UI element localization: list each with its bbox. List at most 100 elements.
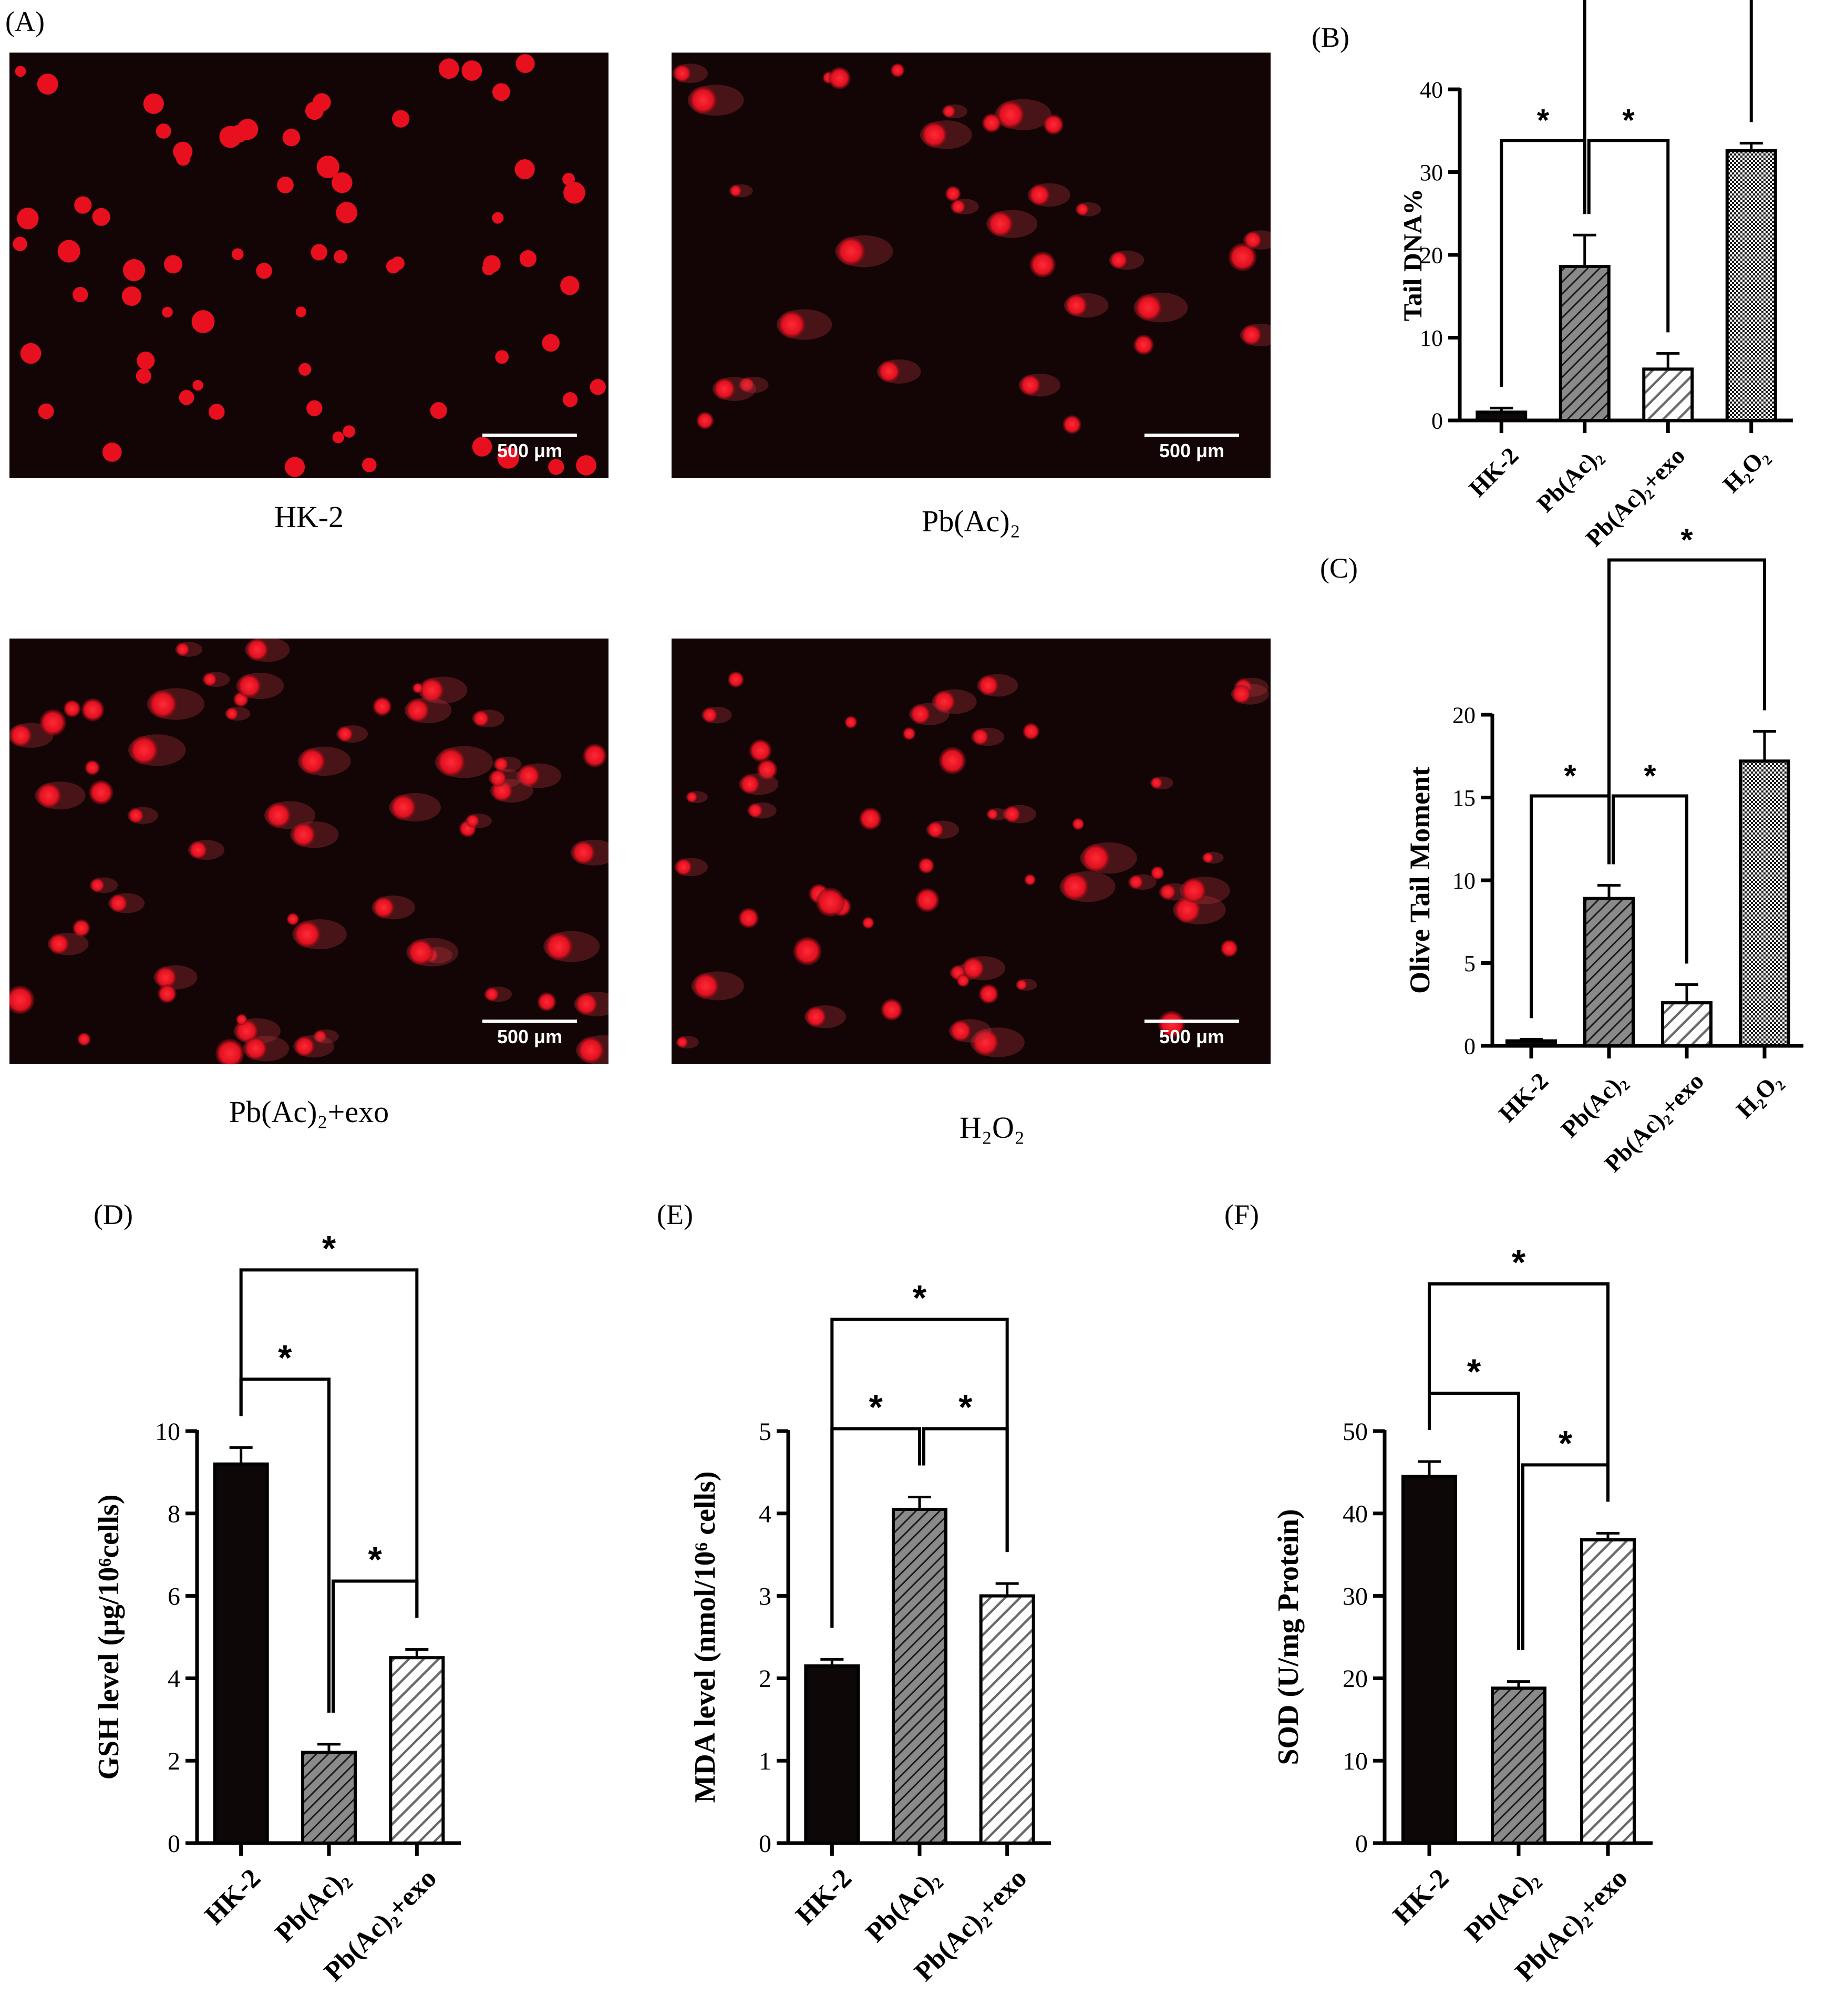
scale-bar-pbac2-exo: 500 μm xyxy=(482,1020,577,1047)
panel-label-a: (A) xyxy=(5,6,45,37)
significance-label: * xyxy=(322,1229,336,1268)
y-tick-label: 10 xyxy=(1420,325,1443,351)
category-label: Pb(Ac)₂ xyxy=(1459,1863,1544,1948)
y-tick-label: 2 xyxy=(759,1665,771,1693)
y-tick-label: 50 xyxy=(1343,1418,1368,1446)
bar xyxy=(1583,897,1635,1048)
error-bar xyxy=(1490,406,1513,413)
significance-bracket: * xyxy=(1587,102,1670,333)
significance-label: * xyxy=(869,1387,883,1427)
y-axis-label: MDA level (nmol/10⁶ cells) xyxy=(689,1471,721,1803)
scale-bar-h2o2: 500 μm xyxy=(1144,1020,1239,1047)
y-tick-label: 15 xyxy=(1452,785,1476,811)
significance-label: * xyxy=(1622,102,1635,138)
y-tick-label: 5 xyxy=(1464,951,1476,976)
significance-label: * xyxy=(278,1338,292,1377)
bar xyxy=(1642,367,1694,422)
error-bar xyxy=(1675,983,1698,1003)
caption-hk2: HK-2 xyxy=(274,500,344,534)
y-tick-label: 0 xyxy=(1355,1830,1368,1858)
bar xyxy=(979,1594,1035,1845)
significance-bracket: * xyxy=(1612,758,1688,964)
error-bar xyxy=(1753,730,1776,762)
significance-bracket: * xyxy=(332,1540,419,1713)
error-bar xyxy=(1520,1037,1543,1041)
y-tick-label: 1 xyxy=(759,1747,771,1775)
y-axis-label: Olive Tail Moment xyxy=(1404,767,1436,994)
scale-bar-label: 500 μm xyxy=(497,440,562,461)
micrograph-pbac2-exo xyxy=(9,639,608,1064)
significance-label: * xyxy=(1559,1424,1573,1463)
significance-bracket: * xyxy=(239,1229,419,1618)
micrograph-hk2 xyxy=(9,53,608,478)
error-bar xyxy=(820,1658,844,1666)
error-bar xyxy=(317,1743,341,1753)
micrograph-pbac2 xyxy=(672,53,1271,478)
y-tick-label: 6 xyxy=(168,1582,180,1610)
error-bar xyxy=(229,1446,253,1464)
y-tick-label: 0 xyxy=(168,1830,180,1858)
y-tick-label: 20 xyxy=(1452,702,1476,728)
y-tick-label: 30 xyxy=(1343,1582,1368,1610)
micrograph-h2o2 xyxy=(672,639,1271,1064)
significance-label: * xyxy=(1680,522,1693,558)
comet-cells xyxy=(672,63,1271,434)
scale-bar-hk2: 500 μm xyxy=(482,434,577,461)
y-axis-label: Tail DNA% xyxy=(1398,189,1427,321)
panel-label-e: (E) xyxy=(657,1199,693,1230)
y-tick-label: 0 xyxy=(1464,1033,1476,1059)
significance-bracket: * xyxy=(1583,0,1753,214)
scale-bar-label: 500 μm xyxy=(1159,1026,1224,1047)
y-axis-label: GSH level (μg/10⁶cells) xyxy=(92,1494,125,1780)
error-bar xyxy=(1739,141,1763,151)
panel-label-b: (B) xyxy=(1312,22,1349,53)
error-bar xyxy=(405,1648,429,1658)
comet-cells xyxy=(9,639,608,1064)
bar xyxy=(804,1664,860,1845)
significance-bracket: * xyxy=(1607,522,1766,865)
bar xyxy=(1580,1538,1636,1845)
significance-label: * xyxy=(1537,102,1550,138)
significance-label: * xyxy=(1467,1352,1481,1392)
error-bar xyxy=(1597,883,1621,899)
y-tick-label: 20 xyxy=(1343,1665,1368,1693)
error-bar xyxy=(908,1495,931,1509)
significance-label: * xyxy=(368,1540,383,1580)
caption-h2o2: H₂O₂ xyxy=(959,1110,1025,1145)
category-label: HK-2 xyxy=(1387,1863,1455,1930)
significance-bracket: * xyxy=(830,1278,1009,1628)
y-tick-label: 10 xyxy=(155,1418,180,1446)
y-tick-label: 0 xyxy=(759,1830,771,1858)
y-tick-label: 10 xyxy=(1452,868,1476,893)
y-tick-label: 30 xyxy=(1420,160,1443,186)
bar xyxy=(1401,1475,1457,1845)
error-bar xyxy=(995,1582,1019,1596)
y-tick-label: 2 xyxy=(168,1747,180,1775)
y-tick-label: 20 xyxy=(1420,242,1443,268)
bar xyxy=(1661,1001,1713,1047)
y-tick-label: 4 xyxy=(168,1665,180,1693)
panel-label-f: (F) xyxy=(1224,1199,1259,1230)
significance-label: * xyxy=(1644,758,1656,793)
y-tick-label: 0 xyxy=(1431,408,1443,434)
significance-label: * xyxy=(1564,758,1576,793)
bar xyxy=(1739,759,1790,1047)
panel-label-c: (C) xyxy=(1320,552,1358,584)
error-bar xyxy=(1596,1531,1620,1540)
scale-bar-pbac2: 500 μm xyxy=(1144,434,1239,461)
y-tick-label: 4 xyxy=(759,1500,771,1528)
significance-label: * xyxy=(1512,1243,1526,1282)
error-bar xyxy=(1418,1460,1441,1477)
significance-bracket: * xyxy=(1428,1243,1610,1502)
y-tick-label: 5 xyxy=(759,1418,771,1446)
caption-pbac2-exo: Pb(Ac)₂+exo xyxy=(229,1095,389,1129)
significance-label: * xyxy=(913,1278,927,1318)
caption-pbac2: Pb(Ac)₂ xyxy=(922,504,1020,538)
y-tick-label: 40 xyxy=(1420,77,1443,102)
y-tick-label: 10 xyxy=(1343,1747,1368,1775)
scale-bar-label: 500 μm xyxy=(1159,440,1224,461)
panel-label-d: (D) xyxy=(94,1199,133,1230)
